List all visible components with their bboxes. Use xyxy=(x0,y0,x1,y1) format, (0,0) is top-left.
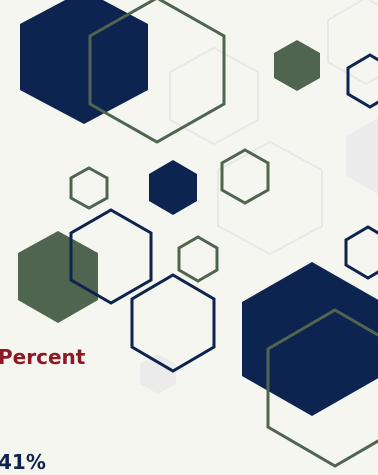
hexagon-outline-light xyxy=(327,0,378,86)
hexagon-outline-green-large xyxy=(266,308,378,468)
hexagon-outline-green-small xyxy=(177,235,219,283)
hexagon-filled-navy-large xyxy=(20,0,148,124)
value-text: 41% xyxy=(0,450,46,474)
hexagon-outline-light xyxy=(169,46,259,146)
hexagon-outline-navy-medium xyxy=(130,273,216,373)
hexagon-filled-light-small xyxy=(140,354,176,394)
hexagon-filled-navy-small xyxy=(149,160,197,215)
hexagon-outline-navy-small xyxy=(346,53,378,109)
hexagon-filled-light xyxy=(346,118,378,194)
hexagon-outline-green-small xyxy=(69,166,109,210)
hexagon-outline-light xyxy=(217,140,323,256)
hexagon-filled-green-medium xyxy=(18,231,98,323)
heading-text: Percent xyxy=(0,345,86,369)
hexagon-outline-navy-medium xyxy=(69,208,153,305)
hexagon-outline-green-small xyxy=(220,148,270,205)
hexagon-outline-green-large xyxy=(88,0,226,144)
hexagon-filled-navy-large xyxy=(242,262,378,416)
hexagon-outline-navy-small xyxy=(344,225,378,280)
hexagon-filled-green-small xyxy=(274,40,320,91)
